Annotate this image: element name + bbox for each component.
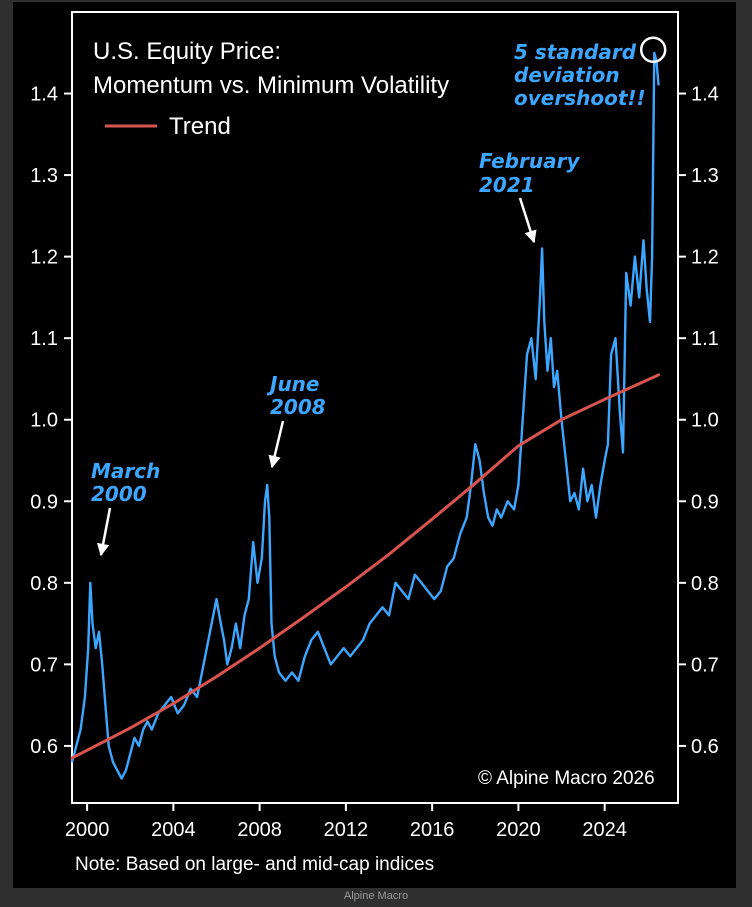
y-tick-label-right: 0.9 xyxy=(691,491,719,513)
annotation-arrow xyxy=(96,507,112,557)
y-tick-label-right: 1.2 xyxy=(691,247,719,269)
y-tick-label-left: 0.8 xyxy=(30,573,58,595)
y-axis-right: 0.6 0.7 0.8 0.9 1.0 1.1 1.2 1.3 1.4 xyxy=(678,84,719,758)
annotation-line: 2000 xyxy=(91,482,147,506)
annotation-line: February xyxy=(479,149,580,173)
overshoot-circle xyxy=(639,36,667,64)
y-tick-label-left: 0.9 xyxy=(30,491,58,513)
annotation-label: 5 standard deviation overshoot!! xyxy=(514,40,646,110)
chart-title-line2: Momentum vs. Minimum Volatility xyxy=(93,72,449,99)
y-tick-label-right: 0.8 xyxy=(691,573,719,595)
x-axis: 2000 2004 2008 2012 2016 2020 2024 xyxy=(65,803,627,841)
x-tick-label: 2004 xyxy=(151,819,196,841)
y-tick-label-left: 1.2 xyxy=(30,247,58,269)
annotation-label: February 2021 xyxy=(479,149,580,197)
chart: 0.6 0.7 0.8 0.9 1.0 1.1 1.2 1.3 1.4 0.6 0.7 0.8 0.9… xyxy=(30,11,719,875)
annotation-arrow xyxy=(268,420,285,469)
annotation-layer: March 2000 June 2008 February 2021 5 standard d… xyxy=(91,36,667,557)
y-tick-label-right: 0.7 xyxy=(691,654,719,676)
x-tick-label: 2000 xyxy=(65,819,110,841)
annotation-line: 2021 xyxy=(479,173,535,197)
y-tick-label-right: 1.3 xyxy=(691,165,719,187)
annotation-arrow xyxy=(518,197,537,244)
x-tick-label: 2020 xyxy=(496,819,541,841)
momentum-series-line xyxy=(70,51,660,780)
x-tick-label: 2012 xyxy=(324,819,369,841)
annotation-line: 5 standard xyxy=(514,40,637,64)
x-tick-label: 2008 xyxy=(237,819,282,841)
annotation-line: deviation xyxy=(514,63,620,87)
footnote: Note: Based on large- and mid-cap indice… xyxy=(75,854,434,875)
y-tick-label-right: 1.0 xyxy=(691,410,719,432)
x-tick-label: 2024 xyxy=(582,819,627,841)
y-tick-label-right: 1.4 xyxy=(691,84,719,106)
y-tick-label-left: 1.1 xyxy=(30,328,58,350)
annotation-label: March 2000 xyxy=(91,459,160,506)
y-tick-label-right: 1.1 xyxy=(691,328,719,350)
annotation-line: March xyxy=(91,459,160,483)
y-tick-label-left: 1.4 xyxy=(30,84,58,106)
y-tick-label-right: 0.6 xyxy=(691,736,719,758)
image-caption: Alpine Macro xyxy=(343,890,409,902)
annotation-line: 2008 xyxy=(270,395,326,419)
annotation-line: June xyxy=(266,372,319,396)
y-tick-label-left: 0.7 xyxy=(30,654,58,676)
series-layer xyxy=(70,51,661,780)
legend-trend-label: Trend xyxy=(169,113,231,140)
annotation-label: June 2008 xyxy=(266,372,326,419)
trend-line xyxy=(70,373,661,760)
y-axis-left: 0.6 0.7 0.8 0.9 1.0 1.1 1.2 1.3 1.4 xyxy=(30,84,72,758)
y-tick-label-left: 0.6 xyxy=(30,736,58,758)
annotation-line: overshoot!! xyxy=(514,86,646,110)
copyright-label: © Alpine Macro 2026 xyxy=(478,768,655,789)
chart-card: 0.6 0.7 0.8 0.9 1.0 1.1 1.2 1.3 1.4 0.6 0.7 0.8 0.9… xyxy=(13,2,736,888)
x-tick-label: 2016 xyxy=(410,819,455,841)
y-tick-label-left: 1.3 xyxy=(30,165,58,187)
plot-frame xyxy=(71,11,679,804)
chart-title-line1: U.S. Equity Price: xyxy=(93,38,281,65)
y-tick-label-left: 1.0 xyxy=(30,410,58,432)
